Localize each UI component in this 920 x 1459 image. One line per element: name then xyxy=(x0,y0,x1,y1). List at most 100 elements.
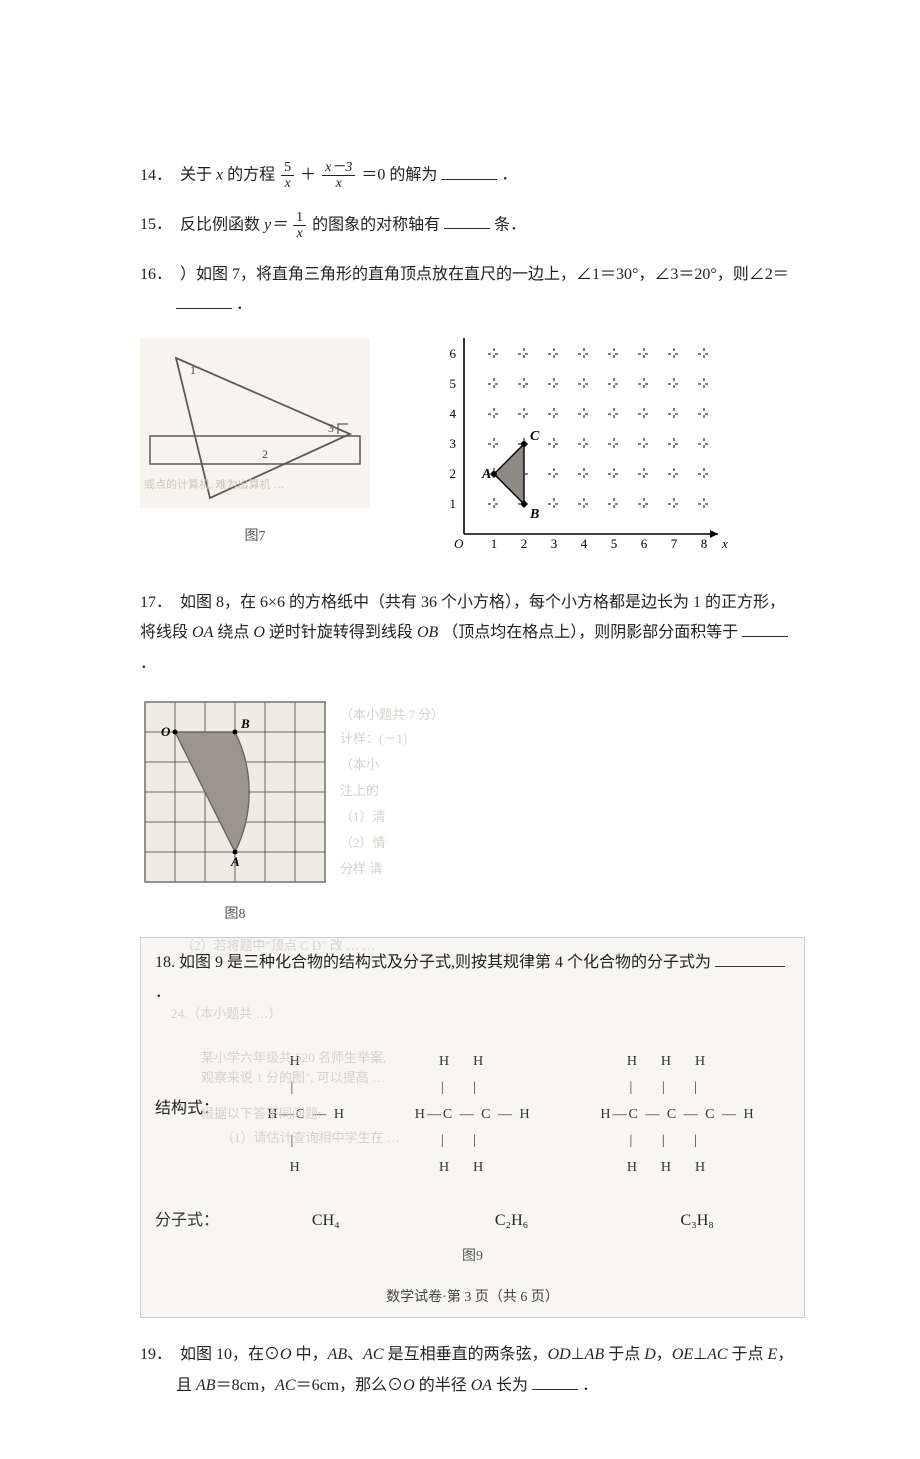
question-15: 15． 反比例函数 y＝ 1 x 的图象的对称轴有 条． xyxy=(140,210,805,242)
q14-blank xyxy=(441,163,497,180)
svg-text:B: B xyxy=(529,507,539,522)
ghost-text: 分样 请 xyxy=(340,857,382,882)
question-17: 17． 如图 8，在 6×6 的方格纸中（共有 36 个小方格），每个小方格都是… xyxy=(140,588,805,679)
q18-header-line: 18. 如图 9 是三种化合物的结构式及分子式,则按其规律第 4 个化合物的分子… xyxy=(155,948,790,1009)
q18-blank xyxy=(715,950,785,967)
ghost-text: （本小 xyxy=(340,753,379,778)
q17-o: O xyxy=(253,624,265,641)
svg-text:1: 1 xyxy=(491,536,498,551)
q14-frac1-num: 5 xyxy=(281,160,294,176)
svg-text:1: 1 xyxy=(450,496,457,511)
q14-number: 14． xyxy=(140,161,176,191)
svg-text:4: 4 xyxy=(581,536,588,551)
q16-number: 16． xyxy=(140,260,176,290)
q14-text-mid1: 的方程 xyxy=(227,167,275,184)
svg-text:2: 2 xyxy=(521,536,528,551)
q15-blank xyxy=(444,212,490,229)
grid-chart: 1234567812345678OxyABC xyxy=(430,338,730,569)
q16-tail: ． xyxy=(236,296,252,313)
figure-9-caption: 图9 xyxy=(155,1244,790,1271)
ghost-text: （2）情 xyxy=(340,831,386,856)
q16-text: ）如图 7，将直角三角形的直角顶点放在直尺的一边上，∠1＝30°，∠3＝20°，… xyxy=(180,266,789,283)
q17-line1: 如图 8，在 6×6 的方格纸中（共有 36 个小方格），每个小方格都是边长为 … xyxy=(180,594,785,611)
q18-formula-label: 分子式： xyxy=(155,1206,233,1236)
q14-frac1-den: x xyxy=(281,176,294,191)
svg-text:5: 5 xyxy=(450,376,457,391)
q15-frac: 1 x xyxy=(293,210,306,242)
svg-text:1: 1 xyxy=(190,363,196,377)
svg-text:3: 3 xyxy=(551,536,558,551)
q17-l2d: （顶点均在格点上），则阴影部分面积等于 xyxy=(442,624,738,641)
q17-l2a: 将线段 xyxy=(140,624,192,641)
question-14: 14． 关于 x 的方程 5 x ＋ x－3 x ＝0 的解为 ． xyxy=(140,160,805,192)
svg-text:2: 2 xyxy=(262,447,268,461)
q19-number: 19． xyxy=(140,1340,176,1370)
svg-text:A: A xyxy=(230,854,240,869)
svg-text:O: O xyxy=(161,724,171,739)
q17-l2b: 绕点 xyxy=(217,624,253,641)
q15-pre: 反比例函数 xyxy=(180,216,264,233)
ghost-text: （1）清 xyxy=(340,805,386,830)
svg-text:O: O xyxy=(454,536,464,551)
q14-frac2-den: x xyxy=(322,176,355,191)
question-16: 16． ）如图 7，将直角三角形的直角顶点放在直尺的一边上，∠1＝30°，∠3＝… xyxy=(140,260,805,321)
svg-text:3: 3 xyxy=(450,436,457,451)
question-19: 19． 如图 10，在⊙O 中，AB、AC 是互相垂直的两条弦，OD⊥AB 于点… xyxy=(140,1340,805,1401)
figure-8-caption: 图8 xyxy=(140,902,330,929)
svg-text:B: B xyxy=(240,716,250,731)
q18-header: 18. 如图 9 是三种化合物的结构式及分子式,则按其规律第 4 个化合物的分子… xyxy=(155,954,711,971)
q17-tail: ． xyxy=(140,655,156,672)
q14-frac2-num: x－3 xyxy=(322,160,355,176)
svg-text:8: 8 xyxy=(701,536,708,551)
svg-text:7: 7 xyxy=(671,536,678,551)
ghost-text: 计样：(－1) xyxy=(340,727,407,752)
q17-l2c: 逆时针旋转得到线段 xyxy=(269,624,417,641)
q14-text-mid2: ＝0 的解为 xyxy=(361,167,437,184)
svg-text:C: C xyxy=(530,429,540,444)
q14-frac1: 5 x xyxy=(281,160,294,192)
q19-blank xyxy=(532,1373,578,1390)
q14-var-x: x xyxy=(216,167,223,184)
svg-text:3: 3 xyxy=(328,421,334,435)
ghost-text: 注上的 xyxy=(340,779,379,804)
page-footer: 数学试卷·第 3 页（共 6 页） xyxy=(155,1285,790,1312)
q18-formula-row: 分子式： CH₄ C₂H₆ C₃H₈ xyxy=(155,1206,790,1236)
q15-mid: 的图象的对称轴有 xyxy=(312,216,440,233)
q15-tail: 条． xyxy=(494,216,526,233)
q18-formula-2: C₂H₆ xyxy=(419,1206,605,1236)
figure-7-caption: 图7 xyxy=(140,524,370,551)
q14-text-pre: 关于 xyxy=(180,167,216,184)
figure-8-wrap: O A B 图8 （本小题共 7 分） 计样：(－1) （本小 注上的 （1）清 （… xyxy=(140,697,460,929)
svg-text:4: 4 xyxy=(450,406,457,421)
svg-text:2: 2 xyxy=(450,466,457,481)
figure-7-svg: 1 3 2 或点的计算机. 难为出算机 … xyxy=(140,338,370,508)
svg-text:6: 6 xyxy=(450,346,457,361)
svg-text:或点的计算机. 难为出算机 …: 或点的计算机. 难为出算机 … xyxy=(144,477,284,491)
q15-number: 15． xyxy=(140,210,176,240)
q14-tail: ． xyxy=(501,167,517,184)
ghost-text: （本小题共 7 分） xyxy=(340,703,444,728)
grid-chart-svg: 1234567812345678OxyABC xyxy=(430,338,730,558)
question-18-scan: （2）若将题中"顶点 C D" 改 … … 18. 如图 9 是三种化合物的结构… xyxy=(140,937,805,1318)
q18-struct-label: 结构式： xyxy=(155,1094,233,1124)
q17-number: 17． xyxy=(140,588,176,618)
q14-frac2: x－3 x xyxy=(322,160,355,192)
figure-8-svg: O A B xyxy=(140,697,330,887)
q15-frac-den: x xyxy=(293,226,306,241)
q16-blank xyxy=(176,292,232,309)
q15-yeq: y＝ xyxy=(264,216,287,233)
figure-7: 1 3 2 或点的计算机. 难为出算机 … 图7 xyxy=(140,338,370,550)
q14-plus: ＋ xyxy=(300,167,316,184)
q15-frac-num: 1 xyxy=(293,210,306,226)
chem-structures-row: H | H—C — H| H H H | | H—C — C — H| | H … xyxy=(233,1049,790,1182)
svg-text:6: 6 xyxy=(641,536,648,551)
q18-formula-3: C₃H₈ xyxy=(604,1206,790,1236)
figure-row-7-grid: 1 3 2 或点的计算机. 难为出算机 … 图7 123456781234567… xyxy=(140,338,805,569)
q17-oa: OA xyxy=(192,624,213,641)
svg-text:5: 5 xyxy=(611,536,618,551)
q18-formula-1: CH₄ xyxy=(233,1206,419,1236)
q17-ob: OB xyxy=(417,624,438,641)
svg-text:x: x xyxy=(721,536,728,551)
q17-blank xyxy=(742,620,788,637)
svg-text:A: A xyxy=(481,467,491,482)
